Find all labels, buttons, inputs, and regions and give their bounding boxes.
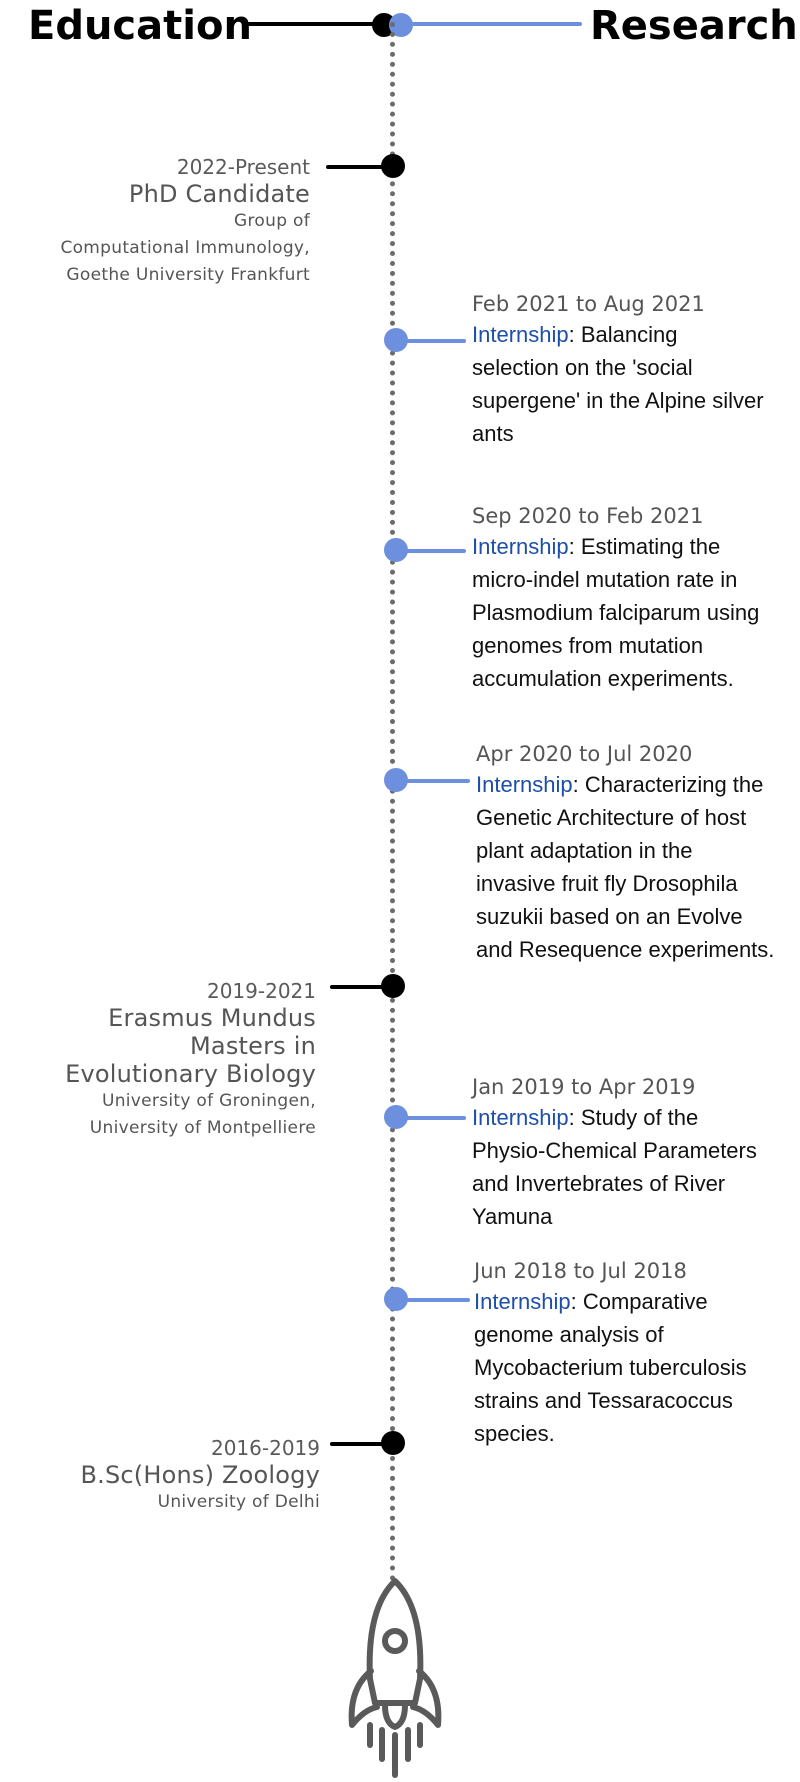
education-header: Education [28, 3, 252, 49]
research-line: suzukii based on an Evolve [476, 904, 743, 929]
education-date: 2016-2019 [210, 1436, 320, 1460]
education-node [381, 974, 405, 998]
education-institution-line: University of Groningen, [101, 1091, 316, 1111]
research-description: Internship: Balancing selection on the '… [472, 318, 798, 450]
education-degree-line: Evolutionary Biology [65, 1060, 316, 1088]
research-connector [396, 1116, 466, 1120]
research-kind: Internship [472, 1105, 569, 1130]
research-line: Genetic Architecture of host [476, 805, 747, 830]
education-institution-line: Group of [234, 211, 310, 231]
research-node [384, 1105, 408, 1129]
education-date: 2022-Present [176, 155, 310, 179]
research-line: genomes from mutation [472, 633, 704, 658]
education-degree: B.Sc(Hons) Zoology [80, 1461, 320, 1489]
research-node [384, 538, 408, 562]
research-kind: Internship [474, 1289, 571, 1314]
research-connector [396, 549, 466, 553]
research-entry: Jun 2018 to Jul 2018 Internship: Compara… [474, 1257, 800, 1450]
research-line: plant adaptation in the [476, 838, 693, 863]
research-node [384, 768, 408, 792]
education-connector [326, 165, 396, 169]
research-line: : Balancing [568, 322, 678, 347]
research-line: : Characterizing the [572, 772, 764, 797]
education-entry-masters: 2019-2021 Erasmus Mundus Masters in Evol… [0, 978, 316, 1142]
research-date: Jan 2019 to Apr 2019 [472, 1075, 696, 1099]
research-line: Plasmodium falciparum using [472, 600, 760, 625]
research-date: Jun 2018 to Jul 2018 [474, 1259, 687, 1283]
research-description: Internship: Estimating the micro-indel m… [472, 530, 798, 695]
education-header-line [246, 22, 392, 26]
research-description: Internship: Comparative genome analysis … [474, 1285, 800, 1450]
education-institution-line: University of Montpelliere [89, 1118, 316, 1138]
research-line: : Estimating the [568, 534, 721, 559]
research-node [384, 328, 408, 352]
research-line: Mycobacterium tuberculosis [474, 1355, 747, 1380]
education-entry-bsc: 2016-2019 B.Sc(Hons) Zoology University … [0, 1435, 320, 1516]
research-header: Research [590, 3, 798, 49]
research-entry: Feb 2021 to Aug 2021 Internship: Balanci… [472, 290, 798, 450]
research-line: and Invertebrates of River [472, 1171, 726, 1196]
education-degree-line: Masters in [190, 1032, 316, 1060]
research-entry: Apr 2020 to Jul 2020 Internship: Charact… [476, 740, 800, 966]
education-connector [330, 985, 396, 989]
research-line: Yamuna [472, 1204, 553, 1229]
research-date: Feb 2021 to Aug 2021 [472, 292, 705, 316]
research-line: invasive fruit fly Drosophila [476, 871, 738, 896]
research-kind: Internship [476, 772, 573, 797]
education-degree-line: Erasmus Mundus [108, 1004, 316, 1032]
timeline-spine [390, 22, 395, 1582]
education-connector [330, 1442, 396, 1446]
research-date: Sep 2020 to Feb 2021 [472, 504, 704, 528]
education-degree: PhD Candidate [128, 180, 310, 208]
research-line: : Study of the [568, 1105, 699, 1130]
research-line: strains and Tessaracoccus [474, 1388, 733, 1413]
education-node [381, 154, 405, 178]
education-entry-phd: 2022-Present PhD Candidate Group of Comp… [0, 154, 310, 289]
research-entry: Jan 2019 to Apr 2019 Internship: Study o… [472, 1073, 798, 1233]
research-kind: Internship [472, 534, 569, 559]
research-node [384, 1287, 408, 1311]
education-node [381, 1431, 405, 1455]
research-line: accumulation experiments. [472, 666, 734, 691]
research-line: supergene' in the Alpine silver [472, 388, 764, 413]
research-line: Physio-Chemical Parameters [472, 1138, 757, 1163]
research-connector [396, 339, 466, 343]
research-connector [396, 1298, 470, 1302]
research-connector [396, 779, 470, 783]
research-line: : Comparative [570, 1289, 708, 1314]
research-description: Internship: Characterizing the Genetic A… [476, 768, 800, 966]
education-institution-line: Computational Immunology, [60, 238, 310, 258]
research-date: Apr 2020 to Jul 2020 [476, 742, 693, 766]
research-line: and Resequence experiments. [476, 937, 775, 962]
education-date: 2019-2021 [206, 979, 316, 1003]
research-description: Internship: Study of the Physio-Chemical… [472, 1101, 798, 1233]
research-kind: Internship [472, 322, 569, 347]
education-institution-line: Goethe University Frankfurt [66, 265, 310, 285]
research-entry: Sep 2020 to Feb 2021 Internship: Estimat… [472, 502, 798, 695]
education-institution-line: University of Delhi [157, 1492, 320, 1512]
research-line: species. [474, 1421, 555, 1446]
research-line: ants [472, 421, 514, 446]
rocket-icon [348, 1578, 442, 1778]
research-line: selection on the 'social [472, 355, 693, 380]
research-line: micro-indel mutation rate in [472, 567, 738, 592]
research-line: genome analysis of [474, 1322, 664, 1347]
research-header-line [402, 22, 582, 26]
